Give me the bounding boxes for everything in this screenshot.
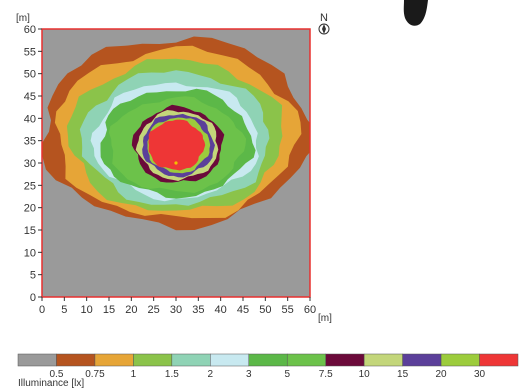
- x-tick-label: 0: [39, 304, 45, 316]
- light-source-marker: [174, 161, 178, 165]
- legend-title: Illuminance [lx]: [18, 378, 84, 389]
- legend-label: 0.5: [50, 369, 64, 380]
- x-tick-label: 55: [282, 304, 294, 316]
- legend-swatch: [440, 353, 480, 367]
- y-tick-label: 60: [24, 24, 36, 36]
- isoline-zone: [148, 119, 206, 171]
- legend-label: 7.5: [319, 369, 333, 380]
- legend-label: 0.75: [85, 369, 105, 380]
- y-tick-label: 45: [24, 91, 36, 103]
- north-arrow: N: [318, 12, 330, 35]
- x-tick-label: 15: [103, 304, 115, 316]
- legend-label: 20: [436, 369, 448, 380]
- legend-label: 2: [208, 369, 214, 380]
- x-tick-label: 50: [259, 304, 271, 316]
- y-tick-label: 5: [30, 270, 36, 282]
- legend-swatch: [17, 353, 57, 367]
- x-tick-label: 5: [61, 304, 67, 316]
- x-tick-label: 30: [170, 304, 182, 316]
- isoline-zones: [42, 36, 310, 231]
- x-tick-label: 25: [148, 304, 160, 316]
- luminaire-silhouette-icon: [403, 0, 428, 26]
- legend-label: 5: [284, 369, 290, 380]
- y-tick-label: 55: [24, 46, 36, 58]
- plot-area: [41, 28, 311, 298]
- north-label: N: [320, 12, 328, 24]
- legend-swatch: [286, 353, 326, 367]
- x-tick-label: 45: [237, 304, 249, 316]
- legend-swatch: [248, 353, 288, 367]
- y-tick-label: 35: [24, 136, 36, 148]
- legend-label: 1: [131, 369, 137, 380]
- legend-swatch: [325, 353, 365, 367]
- legend-label: 10: [359, 369, 371, 380]
- legend-label: 1.5: [165, 369, 179, 380]
- legend-label: 30: [474, 369, 486, 380]
- legend-swatch: [363, 353, 403, 367]
- legend-label: 3: [246, 369, 252, 380]
- x-tick-label: 60: [304, 304, 316, 316]
- y-tick-label: 20: [24, 203, 36, 215]
- y-tick-label: 30: [24, 158, 36, 170]
- legend-swatch: [133, 353, 173, 367]
- axes: 0 5 10 15 20 25 30 35 40 45 50 55 60 0 5 10 15 20 25 30 35 40…: [24, 24, 316, 316]
- y-tick-label: 10: [24, 247, 36, 259]
- legend-swatch: [479, 353, 519, 367]
- y-tick-label: 0: [30, 292, 36, 304]
- x-axis-unit-label: [m]: [318, 313, 332, 324]
- x-tick-label: 40: [215, 304, 227, 316]
- y-tick-label: 50: [24, 69, 36, 81]
- legend: 0.5 0.75 1 1.5 2 3 5 7.5 10 15 20 30: [17, 353, 519, 380]
- legend-label: 15: [397, 369, 409, 380]
- x-tick-label: 10: [81, 304, 93, 316]
- north-needle-icon: [322, 24, 326, 34]
- legend-swatch: [210, 353, 250, 367]
- legend-swatch: [56, 353, 96, 367]
- y-tick-label: 15: [24, 225, 36, 237]
- y-tick-label: 25: [24, 180, 36, 192]
- y-axis-unit-label: [m]: [16, 13, 30, 24]
- legend-swatch: [171, 353, 211, 367]
- x-tick-label: 35: [192, 304, 204, 316]
- x-tick-label: 20: [125, 304, 137, 316]
- legend-swatch: [402, 353, 442, 367]
- legend-swatch: [94, 353, 134, 367]
- y-tick-label: 40: [24, 113, 36, 125]
